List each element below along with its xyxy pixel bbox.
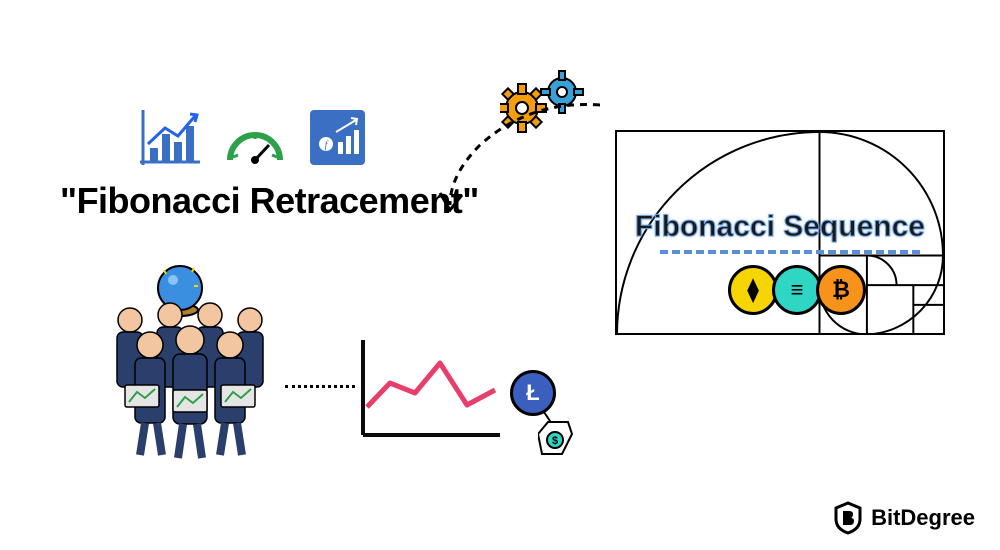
- svg-text:$: $: [552, 435, 558, 447]
- dashed-underline: [660, 250, 920, 254]
- coin-btc: ₿: [816, 265, 866, 315]
- price-tag-icon: $: [538, 410, 578, 460]
- gauge-icon: [225, 125, 285, 165]
- infographic-stage: f "Fibonacci Retracement": [0, 0, 1000, 550]
- dotted-connector: [285, 385, 355, 388]
- brand-watermark: BitDegree: [833, 501, 975, 535]
- bar-chart-arrow-icon: [140, 110, 200, 165]
- coin-eth: ⧫: [728, 265, 778, 315]
- analysts-group-icon: [95, 290, 285, 460]
- title-fibonacci-sequence: Fibonacci Sequence: [635, 210, 925, 244]
- mini-line-chart-icon: [355, 335, 505, 445]
- brand-name: BitDegree: [871, 505, 975, 531]
- coin-sol: ≡: [772, 265, 822, 315]
- stat-card-icon: f: [310, 110, 365, 165]
- crypto-coins-row: ⧫ ≡ ₿: [728, 265, 860, 315]
- brand-shield-icon: [833, 501, 863, 535]
- title-fibonacci-retracement: "Fibonacci Retracement": [60, 180, 479, 222]
- icon-row: f: [140, 110, 365, 165]
- curved-arrow-icon: [430, 95, 610, 215]
